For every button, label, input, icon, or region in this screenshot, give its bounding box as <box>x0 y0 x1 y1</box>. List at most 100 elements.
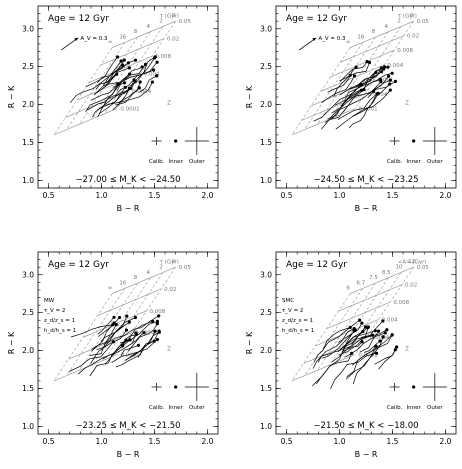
error-label: Calib. <box>149 405 165 411</box>
galaxy-profile-track <box>343 68 384 103</box>
model-age-line <box>91 277 151 366</box>
age-tick-label: ∞ <box>108 286 113 292</box>
error-label: Calib. <box>149 159 165 165</box>
galaxy-profile-track <box>341 329 388 352</box>
age-axis-label: τ (Gyr) <box>160 259 179 265</box>
age-tick-label: 12 <box>408 259 415 265</box>
galaxy-profile-track <box>374 349 396 365</box>
age-tick-label: 0 <box>410 13 414 19</box>
y-tick-label: 1.5 <box>22 138 34 147</box>
galaxy-center-point <box>153 55 157 59</box>
x-tick-label: 2.0 <box>201 191 213 200</box>
x-tick-label: 1.0 <box>334 191 346 200</box>
galaxy-center-point <box>157 314 161 318</box>
error-label: Calib. <box>387 159 403 165</box>
galaxy-profile-track <box>335 89 391 130</box>
error-label: Inner <box>407 159 422 165</box>
galaxy-profile-track <box>69 341 114 372</box>
model-metallicity-line <box>326 301 391 329</box>
model-age-line <box>317 282 376 371</box>
y-tick-label: 3.0 <box>260 24 272 33</box>
y-tick-label: 1.0 <box>22 176 34 185</box>
age-tick-label: 6 <box>346 286 350 292</box>
z-tick-label: 0.0001 <box>358 106 377 112</box>
reddening-vector <box>299 37 317 51</box>
panel-1: 0.5 1.0 1.5 2.0 1.0 1.5 2.0 2.5 3.0 B − R R − K Age… <box>7 5 219 213</box>
error-bar-inner <box>412 385 416 389</box>
galaxy-profile-track <box>348 93 379 129</box>
galaxy-center-point <box>354 65 358 69</box>
age-tick-label: 16 <box>119 280 126 286</box>
galaxy-profile-track <box>338 330 376 352</box>
galaxy-center-point <box>114 323 118 327</box>
galaxy-center-point <box>393 79 397 83</box>
y-axis-label: R − K <box>245 331 254 354</box>
dust-model-text: τ_V = 2 <box>282 308 303 314</box>
galaxy-center-point <box>366 325 370 329</box>
z-axis-label: Z <box>167 101 171 107</box>
galaxy-center-point <box>140 65 144 69</box>
y-tick-label: 1.0 <box>260 422 272 431</box>
age-tick-label: 2 <box>159 264 163 270</box>
x-tick-label: 0.5 <box>43 191 55 200</box>
galaxy-profile-track <box>367 81 396 98</box>
galaxy-profile-track <box>127 323 158 352</box>
error-label: Outer <box>189 405 205 411</box>
galaxy-profile-track <box>321 75 355 103</box>
galaxy-center-point <box>138 80 142 84</box>
galaxy-center-point <box>348 73 352 77</box>
galaxy-profile-track <box>135 57 155 81</box>
error-label: Inner <box>407 405 422 411</box>
error-label: Calib. <box>387 405 403 411</box>
galaxy-profile-track <box>94 62 129 95</box>
galaxy-center-point <box>383 331 387 335</box>
model-metallicity-line <box>53 108 118 136</box>
y-tick-label: 2.0 <box>22 100 34 109</box>
dust-model-text: z_d/z_s = 1 <box>44 318 75 324</box>
z-axis-label: Z <box>405 101 409 107</box>
galaxy-profile-track <box>327 66 357 93</box>
x-tick-label: 1.0 <box>96 191 108 200</box>
galaxy-center-point <box>126 61 130 65</box>
x-tick-label: 1.5 <box>149 191 161 200</box>
galaxy-profile-track <box>104 315 159 345</box>
dust-model-text: h_d/h_s = 1 <box>44 328 76 334</box>
galaxy-center-point <box>387 74 391 78</box>
age-tick-label: 0 <box>172 13 176 19</box>
galaxy-center-point <box>118 315 122 320</box>
galaxy-center-point <box>155 322 159 326</box>
z-tick-label: 0.05 <box>179 19 192 25</box>
galaxy-profile-track <box>329 81 382 119</box>
z-tick-label: 0.008 <box>393 300 409 306</box>
galaxy-profile-track <box>124 339 158 361</box>
galaxy-profile-track <box>321 89 365 130</box>
age-axis-label: τ (Gyr) <box>160 13 179 19</box>
x-tick-label: 2.0 <box>201 437 213 446</box>
galaxy-profile-track <box>116 61 158 92</box>
galaxy-center-point <box>122 58 126 62</box>
age-tick-label: 7.5 <box>369 275 378 281</box>
model-age-line <box>79 282 138 371</box>
galaxy-center-point <box>379 78 383 82</box>
galaxy-profile-track <box>95 59 125 90</box>
reddening-arrowhead <box>74 37 79 41</box>
age-tick-label: ∞ <box>346 40 351 46</box>
galaxy-profile-track <box>115 87 140 106</box>
galaxy-profile-track <box>327 89 362 120</box>
dust-model-text: τ_V = 2 <box>44 308 65 314</box>
galaxy-center-point <box>133 80 137 84</box>
age-label: Age = 12 Gyr <box>48 14 109 24</box>
galaxy-center-point <box>127 66 131 70</box>
galaxy-profile-track <box>131 332 145 344</box>
galaxy-profile-track <box>112 88 130 111</box>
galaxy-center-point <box>374 70 378 75</box>
galaxy-center-point <box>121 344 125 348</box>
dust-model-text: SMC <box>282 298 294 304</box>
galaxy-center-point <box>393 348 397 352</box>
galaxy-profile-track <box>121 334 137 348</box>
model-age-line <box>291 293 351 382</box>
galaxy-center-point <box>134 331 138 335</box>
z-axis-label: Z <box>167 347 171 353</box>
galaxy-center-point <box>364 325 368 329</box>
galaxy-profile-track <box>355 66 385 88</box>
